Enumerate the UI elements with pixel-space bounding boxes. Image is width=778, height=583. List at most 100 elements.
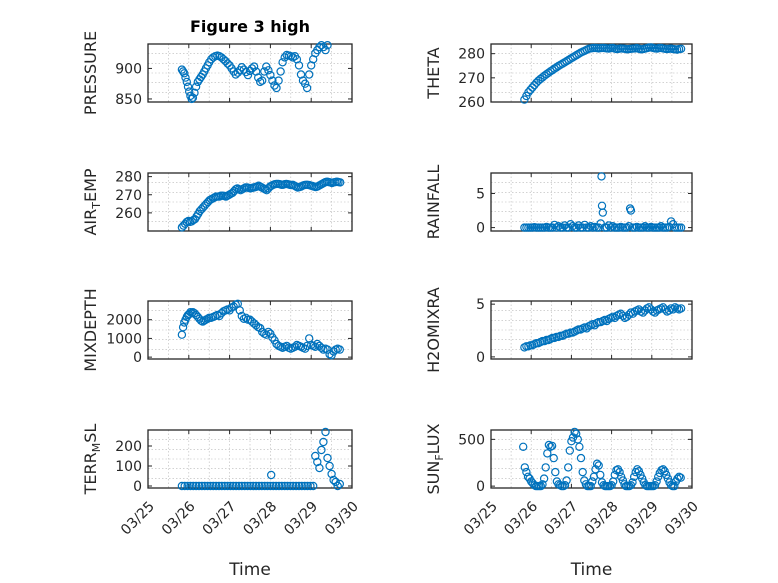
data-point: [303, 481, 312, 491]
y-axis-label: SUNFLUX: [424, 423, 446, 494]
data-point: [302, 341, 312, 351]
data-point: [286, 481, 295, 491]
data-point: [180, 69, 189, 78]
data-point: [598, 208, 608, 217]
data-point: [266, 481, 275, 491]
data-point: [549, 453, 558, 463]
data-point: [317, 41, 326, 50]
y-tick-label: 500: [458, 432, 485, 448]
data-point: [558, 223, 567, 232]
x-axis-label: Time: [570, 560, 613, 580]
data-point: [596, 470, 605, 480]
y-tick-label: 2000: [106, 313, 142, 329]
data-point: [329, 475, 338, 485]
data-point: [263, 481, 272, 491]
data-point: [317, 445, 326, 455]
data-point: [257, 481, 266, 491]
data-point: [239, 65, 249, 74]
axes-frame: [147, 172, 353, 232]
data-point: [234, 481, 244, 491]
subplot-theta: 260 270 280 THETA: [424, 43, 693, 111]
data-point: [197, 481, 207, 491]
data-point: [335, 345, 344, 354]
data-point: [209, 53, 218, 62]
data-point: [663, 474, 673, 483]
data-point: [277, 481, 286, 491]
data-point: [189, 481, 198, 491]
data-point: [618, 311, 628, 320]
y-tick-label: 260: [458, 95, 485, 111]
data-point: [305, 70, 314, 79]
data-point: [188, 93, 198, 102]
data-point: [560, 221, 569, 230]
y-tick-label: 0: [476, 221, 485, 237]
data-point: [243, 481, 252, 491]
data-point: [235, 306, 244, 315]
data-point: [231, 481, 241, 491]
data-point: [264, 327, 273, 337]
y-tick-label: 280: [458, 47, 485, 63]
data-point: [306, 481, 315, 491]
chart-title: Figure 3 high: [190, 17, 310, 36]
data-point: [251, 481, 261, 491]
data-point: [676, 304, 686, 313]
data-point: [319, 437, 328, 447]
data-point: [229, 481, 238, 491]
data-point: [280, 53, 289, 62]
data-point: [576, 453, 586, 463]
y-tick-label: 270: [458, 71, 485, 87]
data-point: [300, 481, 309, 491]
y-axis-label: RAINFALL: [424, 165, 443, 240]
data-point: [321, 45, 330, 55]
y-tick-label: 200: [115, 439, 142, 455]
data-point: [554, 221, 563, 231]
x-axis-label: Time: [228, 560, 271, 580]
data-point: [294, 61, 304, 70]
data-point: [249, 62, 259, 71]
data-point: [543, 449, 552, 458]
data-point: [574, 221, 583, 230]
data-point: [638, 474, 647, 483]
data-point: [541, 463, 550, 472]
data-point: [270, 81, 279, 90]
data-point: [323, 345, 332, 354]
data-point: [178, 323, 188, 332]
axes-frame: [490, 43, 693, 103]
data-point: [223, 481, 232, 491]
data-point: [335, 479, 344, 489]
data-point: [323, 41, 332, 50]
data-point: [626, 206, 636, 215]
data-point: [586, 481, 595, 491]
data-point: [676, 473, 685, 482]
data-point: [670, 481, 679, 491]
data-point: [564, 463, 573, 472]
data-point: [608, 221, 618, 231]
data-point: [268, 76, 277, 85]
data-point: [184, 87, 194, 96]
y-tick-label: 0: [476, 479, 485, 495]
data-point: [602, 223, 612, 232]
data-point: [280, 481, 289, 491]
y-tick-label: 260: [115, 206, 142, 222]
data-point: [327, 469, 336, 479]
data-point: [333, 481, 342, 491]
data-point: [668, 305, 678, 314]
data-point: [656, 221, 666, 231]
data-point: [211, 481, 221, 491]
data-point: [200, 481, 209, 491]
data-point: [315, 463, 324, 473]
data-point: [650, 481, 660, 490]
data-point: [554, 61, 563, 71]
data-point: [266, 70, 275, 80]
axes-frame: [490, 300, 693, 360]
data-point: [177, 481, 187, 491]
data-point: [260, 481, 269, 491]
data-point: [660, 305, 670, 314]
data-point: [331, 477, 340, 487]
y-axis-label: H2OMIXRA: [424, 287, 443, 373]
axes-frame: [147, 43, 353, 103]
data-point: [209, 481, 218, 491]
axes-frame: [490, 429, 693, 489]
